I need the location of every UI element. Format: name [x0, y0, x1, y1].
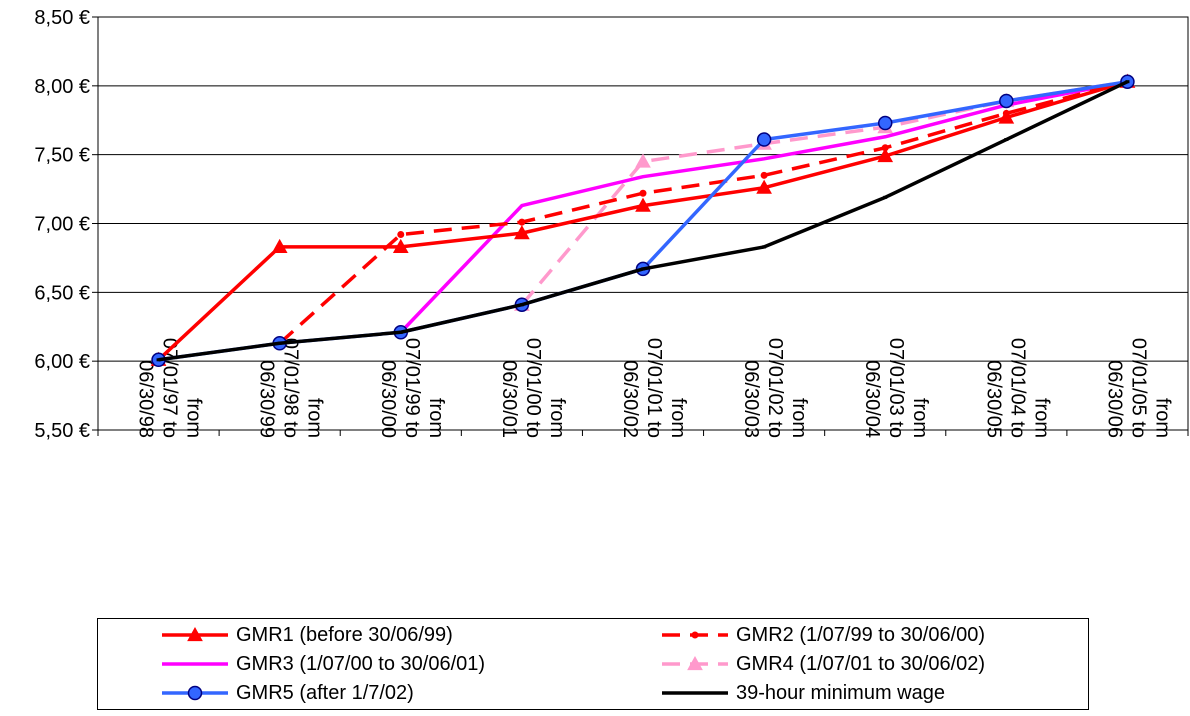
y-tick-label: 8,00 € — [34, 76, 90, 98]
series-line — [520, 79, 1128, 306]
legend-swatch — [662, 691, 728, 695]
legend-label: GMR4 (1/07/01 to 30/06/02) — [736, 652, 986, 675]
data-point — [271, 238, 288, 254]
x-tick-label: from07/01/00 to06/30/01 — [498, 338, 568, 438]
legend-item: GMR4 (1/07/01 to 30/06/02) — [660, 650, 985, 678]
legend: GMR1 (before 30/06/99) GMR2 (1/07/99 to 3… — [97, 618, 1089, 710]
y-tick-label: 7,00 € — [34, 214, 90, 236]
x-tick-label: from07/01/97 to06/30/98 — [135, 338, 205, 438]
legend-swatch — [162, 626, 228, 642]
legend-item: GMR2 (1/07/99 to 30/06/00) — [660, 621, 985, 649]
y-tick-label: 7,50 € — [34, 145, 90, 167]
data-point — [518, 218, 526, 226]
legend-swatch — [162, 662, 228, 666]
data-point — [397, 231, 405, 239]
x-tick-label: from07/01/04 to06/30/05 — [982, 338, 1052, 438]
data-point — [756, 132, 772, 147]
series-line — [278, 80, 1128, 345]
series-4 — [514, 73, 1136, 311]
legend-item: GMR5 (after 1/7/02) — [160, 679, 414, 707]
legend-label: GMR5 (after 1/7/02) — [236, 681, 414, 704]
y-tick-label: 6,50 € — [34, 282, 90, 304]
legend-item: 39-hour minimum wage — [660, 679, 945, 707]
data-point — [756, 179, 772, 194]
series-6 — [156, 80, 1130, 362]
y-axis-ticks: 5,50 € 6,00 € 6,50 € 7,00 € 7,50 € 8,00 € 8,50… — [34, 7, 98, 442]
x-tick-label: from07/01/02 to06/30/03 — [740, 338, 810, 438]
data-point — [187, 626, 203, 642]
legend-swatch — [162, 685, 228, 701]
y-tick-label: 6,00 € — [34, 351, 90, 373]
legend-label: GMR1 (before 30/06/99) — [236, 623, 453, 646]
legend-label: 39-hour minimum wage — [736, 681, 945, 704]
data-point — [639, 189, 647, 197]
series-lines — [150, 73, 1136, 368]
data-point — [187, 685, 203, 701]
legend-swatch — [662, 655, 728, 671]
data-point — [877, 148, 894, 163]
line-chart: 5,50 € 6,00 € 6,50 € 7,00 € 7,50 € 8,00 € 8,50… — [34, 7, 1189, 442]
legend-label: GMR2 (1/07/99 to 30/06/00) — [736, 623, 986, 646]
data-point — [635, 153, 651, 168]
data-point — [687, 655, 703, 671]
legend-label: GMR3 (1/07/00 to 30/06/01) — [236, 652, 486, 675]
x-tick-label: from07/01/98 to06/30/99 — [256, 338, 326, 438]
data-point — [635, 197, 651, 212]
axes — [97, 16, 1189, 431]
x-tick-label: from07/01/05 to06/30/06 — [1103, 338, 1173, 438]
x-axis-ticks: from07/01/97 to06/30/98 from07/01/98 to06… — [97, 338, 1189, 438]
y-tick-label: 8,50 € — [34, 7, 90, 29]
series-3 — [399, 79, 1128, 334]
data-point — [392, 238, 409, 254]
data-point — [514, 225, 530, 240]
data-point — [760, 171, 768, 179]
x-tick-label: from07/01/01 to06/30/02 — [619, 338, 689, 438]
legend-item: GMR1 (before 30/06/99) — [160, 621, 453, 649]
legend-item: GMR3 (1/07/00 to 30/06/01) — [160, 650, 485, 678]
data-point — [998, 109, 1015, 124]
x-tick-label: from07/01/03 to06/30/04 — [861, 338, 931, 438]
y-tick-label: 5,50 € — [34, 420, 90, 442]
data-point — [691, 631, 699, 639]
series-line — [157, 80, 1128, 362]
legend-swatch — [662, 631, 728, 639]
x-tick-label: from07/01/99 to06/30/00 — [377, 338, 447, 438]
series-line — [399, 79, 1128, 334]
data-point — [877, 115, 893, 131]
data-point — [881, 144, 889, 152]
plot-frame — [97, 16, 1189, 431]
data-point — [999, 93, 1014, 109]
